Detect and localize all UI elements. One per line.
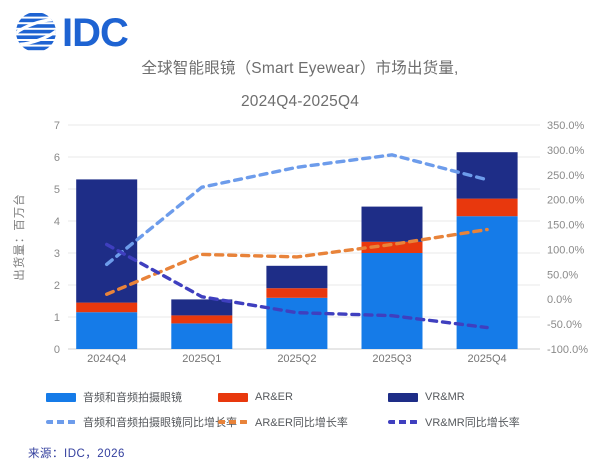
idc-globe-icon xyxy=(16,13,56,51)
legend-swatch-vrmr-bar xyxy=(388,392,418,402)
svg-text:1: 1 xyxy=(54,312,60,324)
legend-label: AR&ER xyxy=(255,391,293,403)
source-note: 来源：IDC，2026 xyxy=(28,448,125,460)
svg-text:50.0%: 50.0% xyxy=(547,269,578,281)
idc-logo: IDC xyxy=(12,6,152,58)
legend-label: 音频和音频拍摄眼镜同比增长率 xyxy=(83,417,237,429)
legend-item-audio-line: 音频和音频拍摄眼镜同比增长率 xyxy=(46,415,237,429)
svg-text:100.0%: 100.0% xyxy=(547,244,585,256)
svg-text:350.0%: 350.0% xyxy=(547,120,585,132)
legend-item-vrmr-line: VR&MR同比增长率 xyxy=(388,415,520,429)
svg-text:2025Q2: 2025Q2 xyxy=(277,353,316,365)
legend-swatch-vrmr-line xyxy=(388,420,418,424)
idc-logo-text: IDC xyxy=(62,11,128,55)
svg-text:-100.0%: -100.0% xyxy=(547,344,588,356)
svg-text:6: 6 xyxy=(54,152,60,164)
legend-item-arer-line: AR&ER同比增长率 xyxy=(218,415,348,429)
svg-text:3: 3 xyxy=(54,248,60,260)
svg-text:2025Q1: 2025Q1 xyxy=(182,353,221,365)
chart-title-line2: 2024Q4-2025Q4 xyxy=(240,93,360,110)
svg-text:300.0%: 300.0% xyxy=(547,145,585,157)
svg-text:150.0%: 150.0% xyxy=(547,220,585,232)
legend-label: VR&MR xyxy=(425,391,465,403)
svg-text:2024Q4: 2024Q4 xyxy=(87,353,126,365)
svg-text:0: 0 xyxy=(54,344,60,356)
legend-swatch-arer-line xyxy=(218,420,248,424)
svg-text:200.0%: 200.0% xyxy=(547,195,585,207)
svg-text:5: 5 xyxy=(54,184,60,196)
legend-item-audio-bar: 音频和音频拍摄眼镜 xyxy=(46,390,182,404)
legend-label: AR&ER同比增长率 xyxy=(255,417,348,429)
chart-plot: 0 1 2 3 4 5 6 7 350.0% 300.0% 250.0% 200.0% 150.0% 10… xyxy=(54,120,588,365)
legend-swatch-arer-bar xyxy=(218,392,248,402)
legend-label: 音频和音频拍摄眼镜 xyxy=(83,392,182,404)
legend-swatch-audio-bar xyxy=(46,392,76,402)
svg-text:250.0%: 250.0% xyxy=(547,170,585,182)
svg-text:2025Q4: 2025Q4 xyxy=(468,353,507,365)
svg-text:7: 7 xyxy=(54,120,60,132)
svg-text:0.0%: 0.0% xyxy=(547,294,572,306)
svg-text:2025Q3: 2025Q3 xyxy=(372,353,411,365)
chart-title: 全球智能眼镜（Smart Eyewear）市场出货量, 2024Q4-2025Q… xyxy=(0,52,600,118)
legend-swatch-audio-line xyxy=(46,420,76,424)
legend-item-arer-bar: AR&ER xyxy=(218,390,293,404)
svg-text:2: 2 xyxy=(54,280,60,292)
svg-text:-50.0%: -50.0% xyxy=(547,319,582,331)
svg-text:4: 4 xyxy=(54,216,60,228)
legend-item-vrmr-bar: VR&MR xyxy=(388,390,465,404)
chart-title-line1: 全球智能眼镜（Smart Eyewear）市场出货量, xyxy=(141,60,459,77)
legend-label: VR&MR同比增长率 xyxy=(425,417,520,429)
